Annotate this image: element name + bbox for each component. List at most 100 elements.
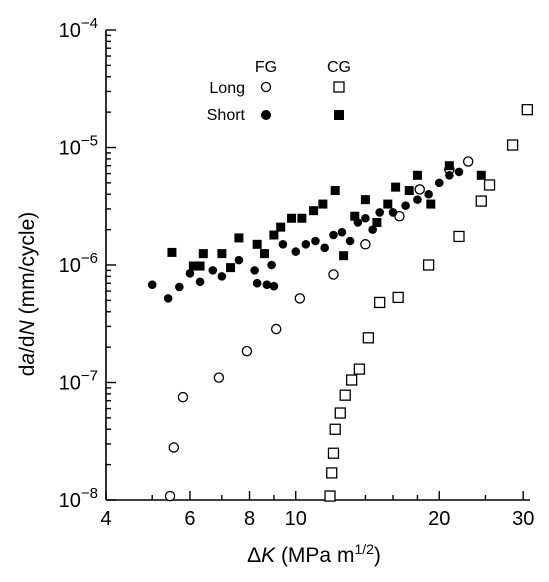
legend-marker-fg-long [262,83,271,92]
data-point [435,179,444,188]
data-point [175,283,184,292]
data-point [178,393,187,402]
data-point [295,294,304,303]
data-point [445,161,454,170]
axis-ticks: 4 6 8 10 20 30 10−8 10−7 10−6 10−5 10−4 [59,15,535,530]
data-point [476,196,486,206]
data-point [311,237,320,246]
data-point [485,180,495,190]
data-point [167,248,176,257]
data-point [196,277,205,286]
x-tick-label: 30 [512,508,534,530]
data-point [276,223,285,232]
data-point [309,206,318,215]
data-point [426,200,435,209]
data-point [325,491,335,501]
legend: FG CG Long Short [207,59,351,124]
axes [106,30,530,500]
data-point [226,263,235,272]
data-point [338,228,347,237]
data-point [329,231,338,240]
data-point [217,249,226,258]
data-point [209,266,218,275]
data-point [413,171,422,180]
data-point [339,251,348,260]
data-point [272,324,281,333]
y-tick-label: 10−6 [59,250,98,277]
data-point [253,279,262,288]
series-cg-long [325,105,532,501]
x-axis-title: ΔK (MPa m1/2) [247,541,381,567]
legend-label-long: Long [209,80,245,97]
data-point [196,262,205,271]
data-point [361,195,370,204]
data-point [328,448,338,458]
data-point [361,240,370,249]
series-cg-short [167,161,485,272]
legend-header-fg: FG [255,59,277,76]
data-point [354,364,364,374]
data-point [148,280,157,289]
data-point [320,244,329,253]
data-point [455,168,464,177]
data-point [250,266,259,275]
x-tick-label: 10 [285,508,307,530]
data-point [169,443,178,452]
data-point [234,233,243,242]
data-point [318,200,327,209]
data-point [464,157,473,166]
y-tick-label: 10−8 [59,485,98,512]
data-point [279,240,288,249]
x-tick-label: 4 [100,508,111,530]
data-point [522,105,532,115]
data-point [372,218,381,227]
data-point [165,491,174,500]
data-point [347,375,357,385]
y-tick-label: 10−7 [59,368,98,395]
data-point [393,292,403,302]
data-point [413,195,422,204]
data-point [253,240,262,249]
data-point [508,140,518,150]
legend-header-cg: CG [327,59,351,76]
data-point [330,424,340,434]
data-point [375,208,384,217]
data-point [270,282,279,291]
data-point [415,185,424,194]
data-point [329,270,338,279]
data-point [424,260,434,270]
x-tick-label: 20 [428,508,450,530]
data-point [164,294,173,303]
data-point [335,408,345,418]
data-point [267,261,276,270]
legend-label-short: Short [207,107,246,124]
data-point [214,373,223,382]
data-point [391,183,400,192]
data-point [361,214,370,223]
legend-marker-fg-short [262,111,271,120]
data-point [340,390,350,400]
legend-marker-cg-short [335,111,344,120]
data-point [454,231,464,241]
x-tick-label: 8 [244,508,255,530]
data-point [218,272,227,281]
data-point [291,247,300,256]
y-tick-label: 10−4 [59,15,98,42]
data-point [346,237,355,246]
data-point [424,190,433,199]
data-point [260,249,269,258]
data-point [302,240,311,249]
data-point [375,297,385,307]
data-point [199,249,208,258]
data-point [389,208,398,217]
data-point [327,468,337,478]
data-point [350,212,359,221]
y-axis-title: da/dN (mm/cycle) [16,212,39,377]
data-point [242,347,251,356]
data-point [235,256,244,265]
data-point [405,186,414,195]
data-point [287,214,296,223]
data-point [445,171,454,180]
data-points [148,105,532,501]
